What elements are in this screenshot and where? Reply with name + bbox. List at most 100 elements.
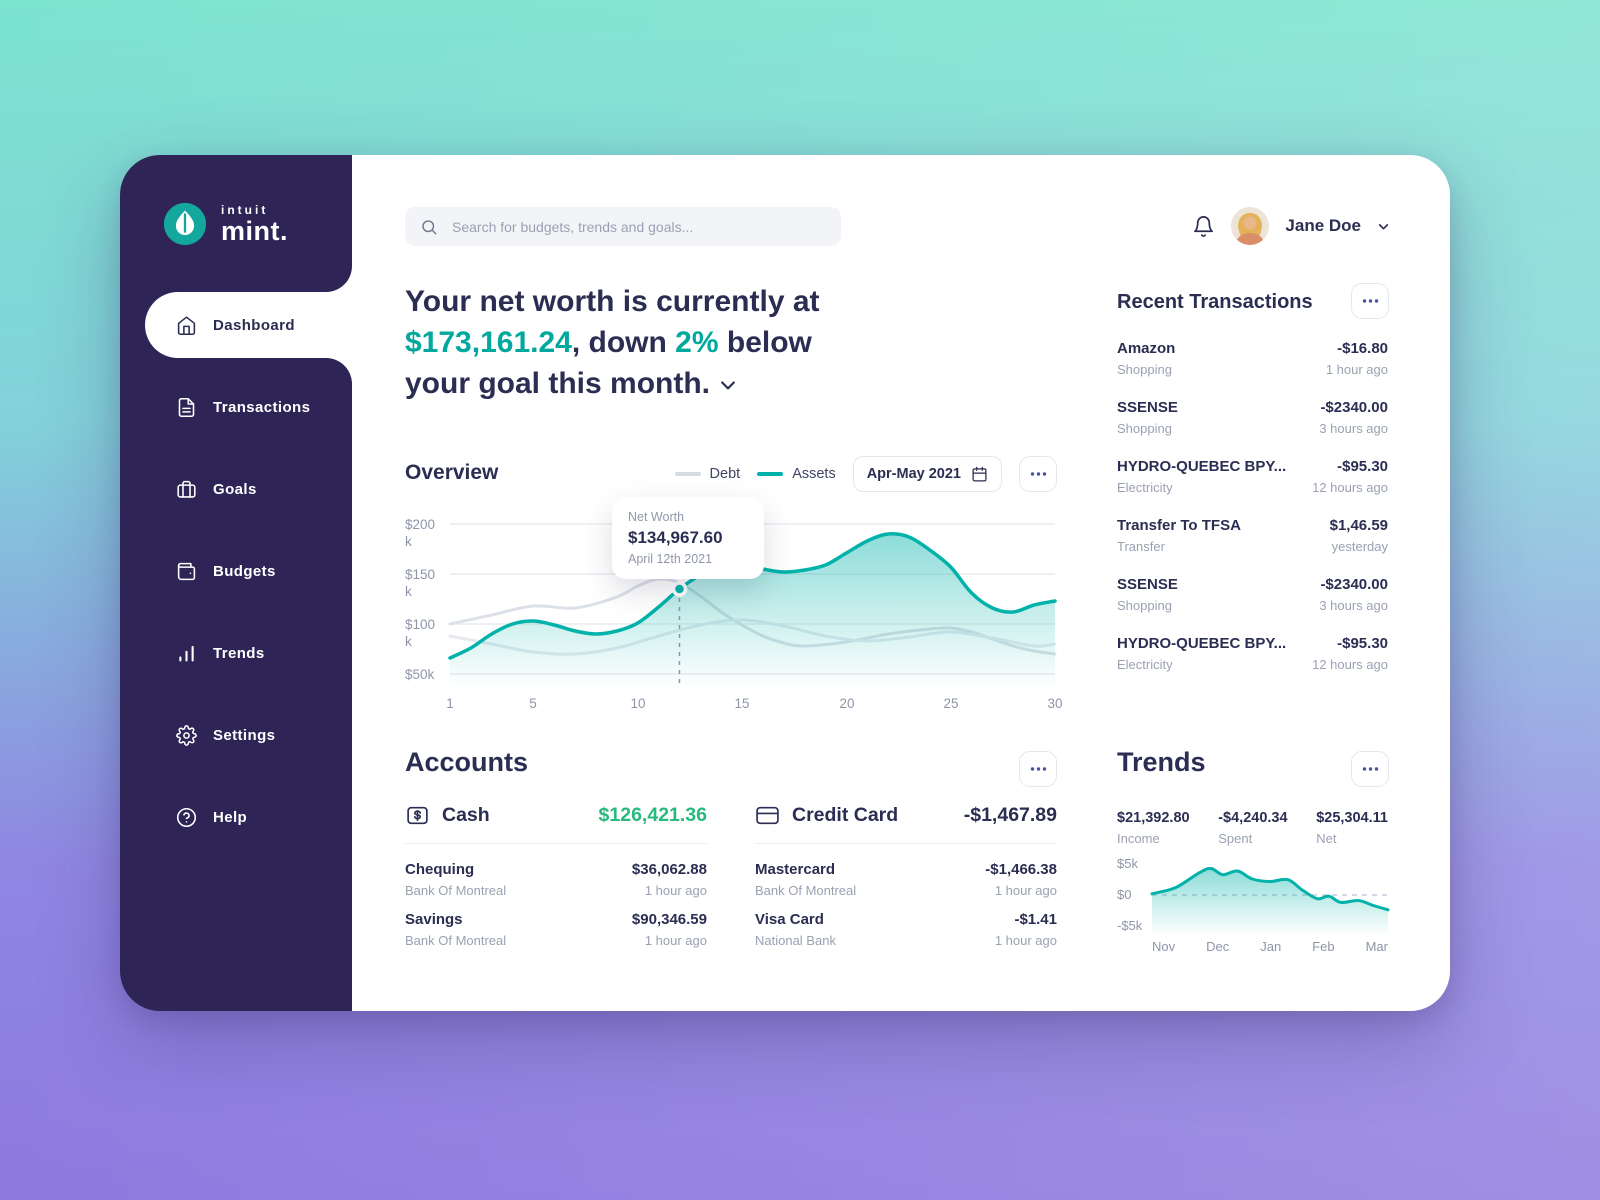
trends-stats: $21,392.80 Income -$4,240.34 Spent $25,3…: [1117, 810, 1388, 846]
transaction-time: 12 hours ago: [1312, 657, 1388, 672]
y-tick: $200k: [405, 517, 436, 549]
ellipsis-icon: [1030, 767, 1046, 771]
help-circle-icon: [176, 807, 197, 827]
transaction-name: HYDRO-QUEBEC BPY...: [1117, 635, 1287, 652]
sidebar-item-help[interactable]: Help: [120, 784, 352, 850]
account-row[interactable]: Savings Bank Of Montreal $90,346.59 1 ho…: [405, 911, 707, 948]
dollar-square-icon: [407, 806, 428, 825]
trends-more-button[interactable]: [1351, 751, 1389, 787]
account-row[interactable]: Mastercard Bank Of Montreal -$1,466.38 1…: [755, 861, 1057, 898]
calendar-icon: [972, 466, 987, 482]
transaction-row[interactable]: HYDRO-QUEBEC BPY... Electricity -$95.30 …: [1117, 458, 1388, 495]
accounts-title: Accounts: [405, 747, 529, 777]
transaction-row[interactable]: Amazon Shopping -$16.80 1 hour ago: [1117, 340, 1388, 377]
x-tick: Feb: [1312, 939, 1335, 954]
transaction-time: 1 hour ago: [1325, 362, 1388, 377]
headline-part2: , down: [571, 326, 676, 359]
sidebar-item-goals[interactable]: Goals: [120, 456, 352, 522]
trends-area-chart[interactable]: [1150, 855, 1390, 935]
y-tick: $50k: [405, 667, 435, 682]
overview-controls: Debt Assets Apr-May 2021: [674, 456, 1057, 492]
search-bar[interactable]: [405, 207, 841, 246]
trends-x-labels: Nov Dec Jan Feb Mar: [1152, 939, 1388, 954]
sidebar-item-trends[interactable]: Trends: [120, 620, 352, 686]
legend-debt[interactable]: Debt: [674, 466, 741, 482]
transaction-name: HYDRO-QUEBEC BPY...: [1117, 458, 1287, 475]
receipt-icon: [178, 397, 195, 417]
search-input[interactable]: [450, 217, 826, 236]
account-row[interactable]: Chequing Bank Of Montreal $36,062.88 1 h…: [405, 861, 707, 898]
y-tick: $0: [1117, 887, 1132, 902]
legend-label: Debt: [709, 466, 741, 482]
date-range-selector[interactable]: Apr-May 2021: [852, 456, 1002, 492]
stat-value: $21,392.80: [1117, 810, 1190, 826]
sidebar-item-transactions[interactable]: Transactions: [120, 374, 352, 440]
net-worth-amount: $173,161.24: [405, 326, 572, 359]
account-institution: National Bank: [755, 933, 836, 948]
accounts-more-button[interactable]: [1019, 751, 1057, 787]
stat-label: Net: [1316, 831, 1337, 846]
account-amount: -$1.41: [1014, 911, 1057, 928]
x-tick: 1: [446, 696, 454, 711]
transaction-name: SSENSE: [1117, 576, 1178, 593]
x-tick: 25: [943, 696, 959, 711]
avatar-image: [1231, 207, 1270, 245]
transaction-row[interactable]: HYDRO-QUEBEC BPY... Electricity -$95.30 …: [1117, 635, 1388, 672]
cash-total: $126,421.36: [598, 804, 707, 826]
account-row[interactable]: Visa Card National Bank -$1.41 1 hour ag…: [755, 911, 1057, 948]
sidebar: intuit mint. Dashboard Transactions Goal…: [120, 155, 378, 1011]
trends-title: Trends: [1117, 747, 1206, 777]
ellipsis-icon: [1362, 767, 1378, 771]
topbar: Jane Doe: [1192, 205, 1390, 247]
sidebar-item-label: Dashboard: [213, 316, 295, 334]
legend-swatch: [674, 472, 701, 476]
headline-part1: Your net worth is currently at: [405, 285, 820, 318]
headline-expand-chevron-icon[interactable]: [718, 375, 738, 395]
transaction-row[interactable]: SSENSE Shopping -$2340.00 3 hours ago: [1117, 576, 1388, 613]
sidebar-item-label: Settings: [213, 726, 276, 744]
stat-net: $25,304.11 Net: [1316, 810, 1388, 846]
transactions-more-button[interactable]: [1351, 283, 1389, 319]
account-name: Savings: [405, 911, 463, 928]
sidebar-item-label: Budgets: [213, 562, 276, 580]
account-name: Chequing: [405, 861, 475, 878]
transaction-time: yesterday: [1331, 539, 1388, 554]
account-amount: $36,062.88: [631, 861, 707, 878]
logo-intuit-label: intuit: [221, 203, 269, 217]
chevron-down-icon[interactable]: [1377, 220, 1390, 233]
x-tick: 5: [529, 696, 537, 711]
tooltip-value: $134,967.60: [628, 528, 723, 547]
sidebar-item-settings[interactable]: Settings: [120, 702, 352, 768]
home-icon: [177, 315, 196, 335]
y-tick: $100k: [405, 617, 436, 649]
avatar[interactable]: [1231, 207, 1270, 245]
sidebar-item-budgets[interactable]: Budgets: [120, 538, 352, 604]
legend-assets[interactable]: Assets: [757, 466, 836, 482]
bell-icon[interactable]: [1192, 215, 1215, 238]
x-tick: 15: [734, 696, 750, 711]
main-panel: Jane Doe Your net worth is currently at …: [352, 155, 1450, 1011]
transaction-name: SSENSE: [1117, 399, 1178, 416]
x-tick: 20: [839, 696, 855, 711]
transaction-row[interactable]: SSENSE Shopping -$2340.00 3 hours ago: [1117, 399, 1388, 436]
transaction-time: 3 hours ago: [1319, 421, 1388, 436]
account-institution: Bank Of Montreal: [405, 883, 507, 898]
ellipsis-icon: [1030, 472, 1046, 476]
sidebar-item-label: Trends: [213, 644, 265, 662]
sidebar-nav: Dashboard Transactions Goals Budgets Tre…: [120, 292, 378, 866]
transaction-amount: -$16.80: [1337, 340, 1388, 357]
sidebar-item-dashboard[interactable]: Dashboard: [145, 292, 378, 358]
mint-logo[interactable]: intuit mint.: [162, 201, 288, 247]
overview-more-button[interactable]: [1019, 456, 1057, 492]
sidebar-item-label: Transactions: [213, 398, 311, 416]
transaction-category: Electricity: [1117, 480, 1173, 495]
user-name[interactable]: Jane Doe: [1285, 216, 1361, 235]
cash-header: Cash $126,421.36: [405, 803, 707, 844]
wallet-icon: [177, 562, 196, 580]
accounts-group-cash: Cash $126,421.36 Chequing Bank Of Montre…: [405, 803, 707, 948]
y-tick: $5k: [1117, 856, 1138, 871]
transaction-category: Transfer: [1117, 539, 1165, 554]
transaction-amount: -$95.30: [1337, 458, 1388, 475]
account-time: 1 hour ago: [644, 883, 707, 898]
transaction-row[interactable]: Transfer To TFSA Transfer $1,46.59 yeste…: [1117, 517, 1388, 554]
